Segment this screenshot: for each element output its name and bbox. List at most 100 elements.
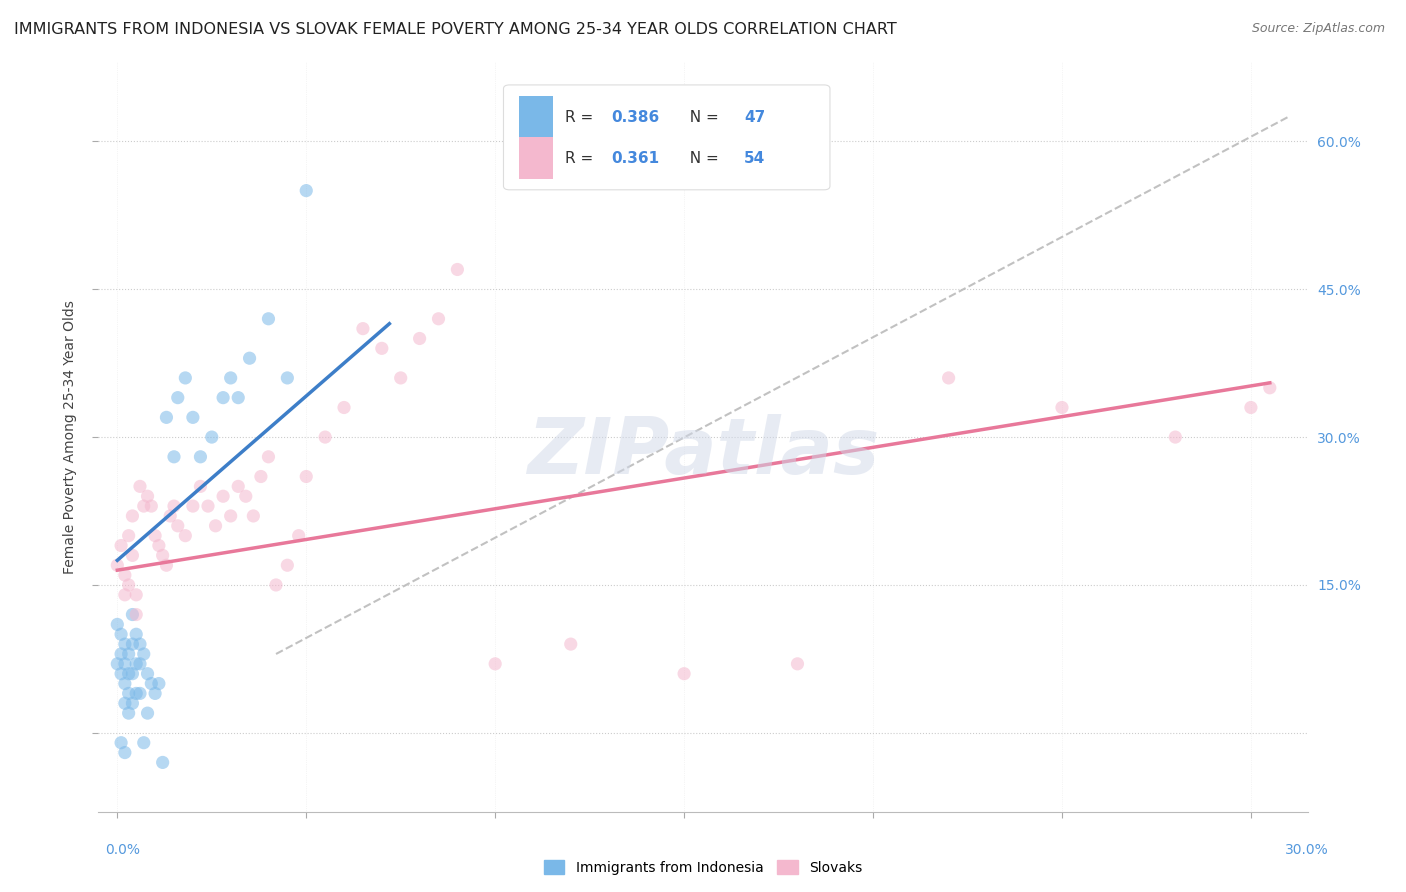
Point	[226, 391, 249, 405]
Point	[1164, 430, 1187, 444]
Point	[159, 508, 181, 523]
Legend: Immigrants from Indonesia, Slovaks: Immigrants from Indonesia, Slovaks	[538, 855, 868, 880]
Point	[235, 489, 257, 503]
Point	[1050, 401, 1073, 415]
Point	[174, 529, 197, 543]
Point	[1258, 381, 1281, 395]
Point	[212, 391, 235, 405]
Point	[141, 676, 163, 690]
Text: 54: 54	[744, 151, 765, 166]
FancyBboxPatch shape	[503, 85, 830, 190]
Point	[257, 450, 280, 464]
Point	[121, 666, 143, 681]
Point	[152, 549, 174, 563]
Point	[163, 450, 186, 464]
Point	[166, 391, 188, 405]
Point	[114, 676, 136, 690]
Point	[110, 539, 132, 553]
Point	[484, 657, 506, 671]
Point	[129, 637, 152, 651]
Point	[114, 588, 136, 602]
Point	[110, 736, 132, 750]
Point	[110, 666, 132, 681]
Text: IMMIGRANTS FROM INDONESIA VS SLOVAK FEMALE POVERTY AMONG 25-34 YEAR OLDS CORRELA: IMMIGRANTS FROM INDONESIA VS SLOVAK FEMA…	[14, 22, 897, 37]
Point	[110, 627, 132, 641]
Point	[786, 657, 808, 671]
Point	[141, 499, 163, 513]
Point	[190, 450, 212, 464]
Point	[136, 666, 159, 681]
Point	[1240, 401, 1263, 415]
Text: 30.0%: 30.0%	[1285, 843, 1329, 857]
Point	[219, 371, 242, 385]
Text: Source: ZipAtlas.com: Source: ZipAtlas.com	[1251, 22, 1385, 36]
Point	[239, 351, 262, 366]
Point	[197, 499, 219, 513]
Point	[166, 518, 188, 533]
FancyBboxPatch shape	[519, 137, 553, 178]
Point	[352, 321, 374, 335]
Point	[333, 401, 356, 415]
Point	[371, 342, 394, 356]
Point	[121, 549, 143, 563]
Point	[118, 686, 141, 700]
Point	[121, 637, 143, 651]
Point	[295, 469, 318, 483]
Point	[125, 657, 148, 671]
Point	[408, 331, 430, 345]
Point	[938, 371, 960, 385]
Text: 0.361: 0.361	[612, 151, 659, 166]
Point	[287, 529, 309, 543]
Point	[250, 469, 273, 483]
Point	[155, 410, 177, 425]
Point	[114, 568, 136, 582]
Point	[314, 430, 336, 444]
Point	[174, 371, 197, 385]
Point	[125, 607, 148, 622]
Text: R =: R =	[565, 110, 599, 125]
Point	[148, 539, 170, 553]
Point	[114, 696, 136, 710]
Point	[152, 756, 174, 770]
Text: 0.0%: 0.0%	[105, 843, 141, 857]
Point	[129, 657, 152, 671]
Text: ZIPatlas: ZIPatlas	[527, 414, 879, 490]
Point	[276, 371, 298, 385]
Point	[446, 262, 468, 277]
Text: R =: R =	[565, 151, 599, 166]
Point	[118, 706, 141, 720]
Y-axis label: Female Poverty Among 25-34 Year Olds: Female Poverty Among 25-34 Year Olds	[63, 300, 77, 574]
Point	[118, 529, 141, 543]
Text: 0.386: 0.386	[612, 110, 659, 125]
Point	[105, 657, 128, 671]
Text: 47: 47	[744, 110, 765, 125]
Point	[129, 686, 152, 700]
Point	[242, 508, 264, 523]
Text: N =: N =	[681, 151, 724, 166]
Point	[143, 529, 166, 543]
Point	[181, 499, 204, 513]
FancyBboxPatch shape	[519, 96, 553, 137]
Point	[190, 479, 212, 493]
Point	[125, 588, 148, 602]
Point	[132, 736, 155, 750]
Point	[132, 499, 155, 513]
Point	[118, 647, 141, 661]
Text: N =: N =	[681, 110, 724, 125]
Point	[389, 371, 412, 385]
Point	[155, 558, 177, 573]
Point	[204, 518, 226, 533]
Point	[118, 666, 141, 681]
Point	[114, 746, 136, 760]
Point	[276, 558, 298, 573]
Point	[105, 558, 128, 573]
Point	[560, 637, 582, 651]
Point	[163, 499, 186, 513]
Point	[226, 479, 249, 493]
Point	[114, 637, 136, 651]
Point	[148, 676, 170, 690]
Point	[219, 508, 242, 523]
Point	[132, 647, 155, 661]
Point	[136, 706, 159, 720]
Point	[110, 647, 132, 661]
